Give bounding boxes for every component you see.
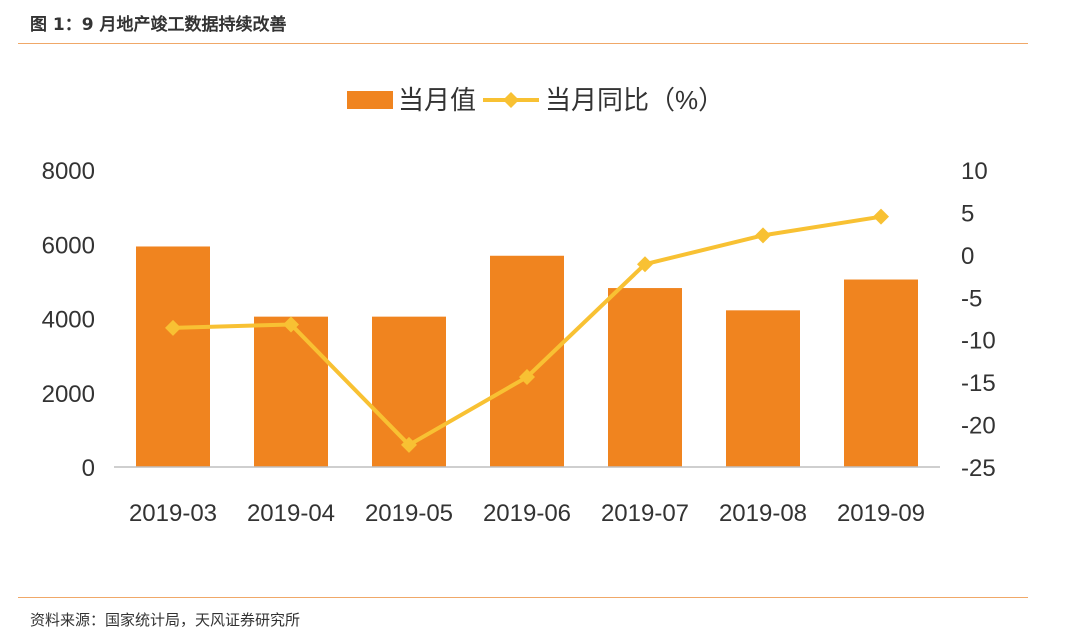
line-point [519,369,535,386]
bar-series [136,246,918,467]
x-axis: 2019-03 2019-04 2019-05 2019-06 2019-07 2019-… [129,500,925,527]
right-tick-label: 10 [961,158,988,185]
legend-line-marker [503,92,519,108]
right-tick-label: -5 [961,285,982,312]
legend-line-label: 当月同比（%） [545,85,724,115]
x-tick-label: 2019-08 [719,500,807,527]
bar [490,255,564,467]
x-tick-label: 2019-04 [247,500,335,527]
right-tick-label: 5 [961,200,974,227]
bar [608,288,682,467]
legend-bar-label: 当月值 [398,85,476,115]
line-point [637,256,653,273]
line-point [873,208,889,225]
left-tick-label: 8000 [42,158,95,185]
source-note: 资料来源：国家统计局，天风证券研究所 [30,611,301,629]
x-tick-label: 2019-05 [365,500,453,527]
bar [844,279,918,467]
bar [254,316,328,467]
right-tick-label: -10 [961,328,996,355]
left-tick-label: 0 [82,455,95,482]
line-point [165,319,181,336]
legend: 当月值 当月同比（%） [347,85,724,115]
bar [136,246,210,467]
left-tick-label: 4000 [42,307,95,334]
right-tick-label: 0 [961,243,974,270]
x-tick-label: 2019-07 [601,500,689,527]
top-divider [18,43,1028,44]
line-series [165,208,889,453]
right-tick-label: -25 [961,455,996,482]
left-tick-label: 2000 [42,381,95,408]
legend-bar-swatch [347,91,393,109]
figure-title: 图 1：9 月地产竣工数据持续改善 [30,15,287,35]
left-axis: 0 2000 4000 6000 8000 [42,158,95,482]
bar [726,310,800,467]
bottom-divider [18,597,1028,598]
line-point [283,316,299,333]
line-point [755,227,771,244]
x-tick-label: 2019-09 [837,500,925,527]
right-tick-label: -15 [961,370,996,397]
left-tick-label: 6000 [42,232,95,259]
right-axis: 10 5 0 -5 -10 -15 -20 -25 [961,158,996,482]
right-tick-label: -20 [961,413,996,440]
line-point [401,436,417,453]
x-tick-label: 2019-03 [129,500,217,527]
x-tick-label: 2019-06 [483,500,571,527]
